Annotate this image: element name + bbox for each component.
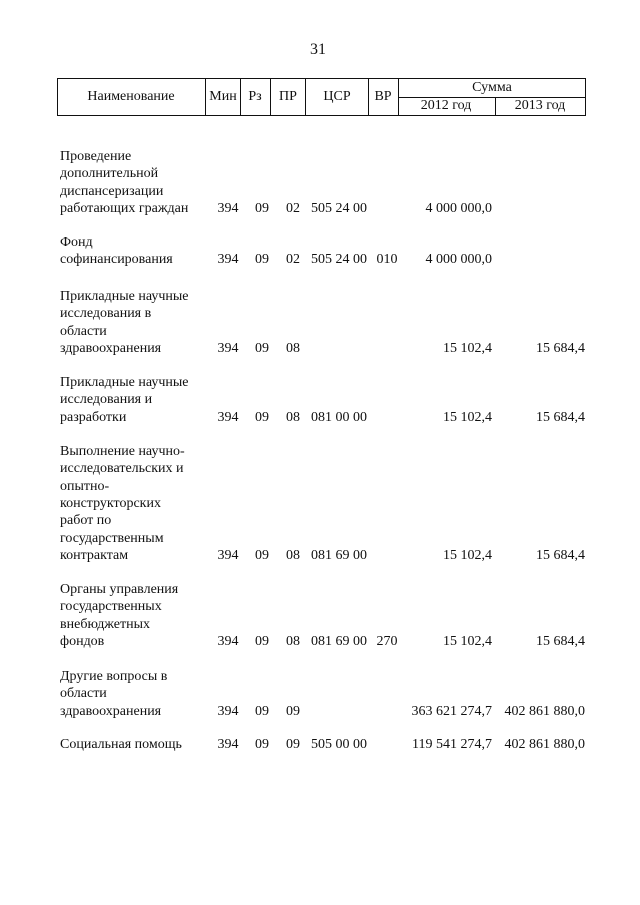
cell-s2013: 402 861 880,0 [504,703,586,719]
cell-pr: 02 [286,200,300,216]
border [398,78,399,116]
cell-s2013: 15 684,4 [536,633,585,649]
border [57,78,585,79]
cell-rz: 09 [255,252,269,268]
cell-min: 394 [217,633,239,649]
row-name: исследования в [60,306,152,322]
cell-s2012: 4 000 000,0 [425,200,493,216]
header-cell: Сумма [472,80,512,95]
row-name: опытно- [60,478,110,494]
row-name: Прикладные научные [60,289,189,304]
row-name: конструкторских [60,495,161,511]
cell-pr: 08 [286,409,300,425]
row-name: контрактам [60,547,129,563]
cell-pr: 08 [286,340,300,356]
border [240,78,241,116]
header-cell: Рз [248,89,262,104]
border [398,97,585,98]
cell-vr: 270 [376,633,398,649]
cell-min: 394 [217,200,239,216]
row-name: Фонд [60,235,93,250]
cell-csr: 505 24 00 [311,200,367,216]
cell-s2013: 15 684,4 [536,409,585,425]
header-cell: Наименование [87,89,175,104]
cell-rz: 09 [255,409,269,425]
cell-min: 394 [217,737,239,752]
cell-min: 394 [217,409,239,425]
cell-s2012: 4 000 000,0 [425,252,493,268]
cell-pr: 09 [286,703,300,719]
row-name: софинансирования [60,252,173,268]
row-name: Выполнение научно- [60,444,185,459]
row-name: работ по [60,513,112,529]
row-name: исследования и [60,392,153,408]
cell-vr: 010 [376,252,398,268]
row-name: работающих граждан [60,200,189,216]
page-number: 31 [310,41,326,58]
header-cell: 2013 год [514,98,566,113]
cell-rz: 09 [255,340,269,356]
cell-s2012: 15 102,4 [443,409,492,425]
row-name: фондов [60,633,105,649]
row-name: диспансеризации [60,183,164,199]
cell-s2013: 15 684,4 [536,340,585,356]
row-name: исследовательских и [60,461,184,477]
border [368,78,369,116]
row-name: Проведение [60,149,132,164]
row-name: области [60,323,107,339]
header-cell: ПР [279,89,297,104]
cell-s2013: 15 684,4 [536,547,585,563]
cell-csr: 505 00 00 [311,737,367,752]
cell-rz: 09 [255,703,269,719]
row-name: государственным [60,530,164,546]
row-name: Органы управления [60,582,179,597]
header-cell: Мин [209,89,237,104]
cell-csr: 081 69 00 [311,547,367,563]
cell-csr: 505 24 00 [311,252,367,268]
row-name: разработки [60,409,127,425]
cell-pr: 08 [286,547,300,563]
cell-s2012: 119 541 274,7 [412,737,492,752]
cell-pr: 02 [286,252,300,268]
header-cell: ВР [374,89,392,104]
header-cell: 2012 год [420,98,472,113]
row-name: здравоохранения [60,703,162,719]
border [495,97,496,116]
row-name: Прикладные научные [60,375,189,390]
border [205,78,206,116]
row-name: здравоохранения [60,340,162,356]
cell-rz: 09 [255,200,269,216]
cell-rz: 09 [255,547,269,563]
cell-pr: 08 [286,633,300,649]
border [305,78,306,116]
cell-csr: 081 69 00 [311,633,367,649]
cell-min: 394 [217,703,239,719]
border [57,115,585,116]
cell-min: 394 [217,340,239,356]
row-name: внебюджетных [60,616,151,632]
row-name: дополнительной [60,166,159,182]
row-name: Другие вопросы в [60,669,168,684]
header-cell: ЦСР [323,89,351,104]
cell-min: 394 [217,252,239,268]
cell-rz: 09 [255,633,269,649]
border [585,78,586,116]
cell-min: 394 [217,547,239,563]
border [57,78,58,116]
cell-s2012: 15 102,4 [443,547,492,563]
row-name: области [60,686,107,702]
cell-csr: 081 00 00 [311,409,367,425]
cell-s2012: 363 621 274,7 [411,703,493,719]
cell-pr: 09 [286,737,300,752]
row-name: государственных [60,599,162,615]
border [270,78,271,116]
cell-s2013: 402 861 880,0 [504,737,586,752]
row-name: Социальная помощь [60,737,182,752]
cell-s2012: 15 102,4 [443,340,492,356]
cell-s2012: 15 102,4 [443,633,492,649]
cell-rz: 09 [255,737,269,752]
